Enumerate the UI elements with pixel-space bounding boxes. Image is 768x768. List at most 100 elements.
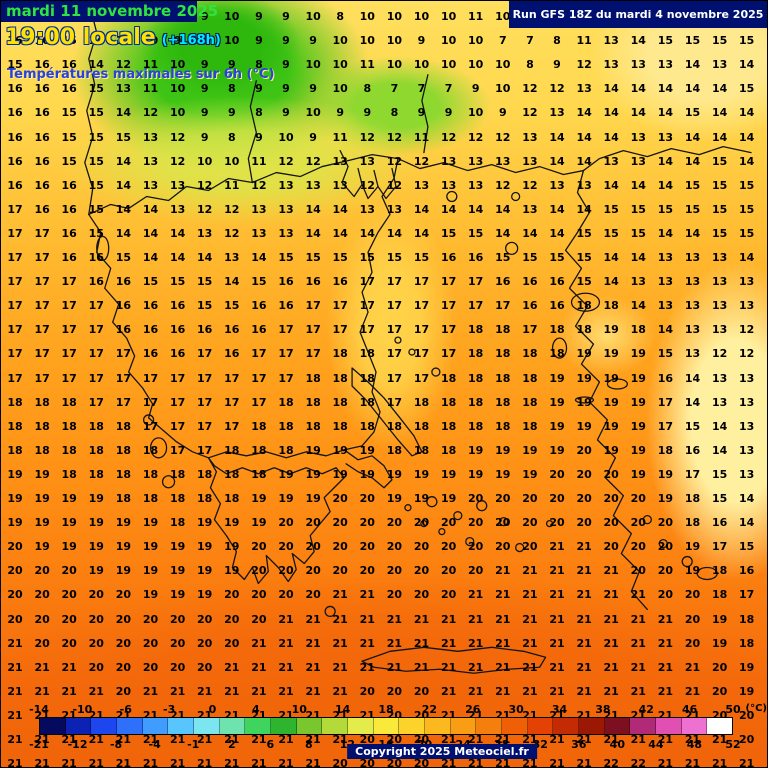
temp-value: 18 — [7, 443, 23, 457]
temp-value: 18 — [576, 323, 592, 337]
date-banner: mardi 11 novembre 2025 — [1, 1, 218, 22]
temp-value: 17 — [7, 202, 23, 216]
temp-value: 14 — [305, 226, 321, 240]
scale-segment — [373, 718, 400, 734]
temp-value: 20 — [142, 636, 159, 650]
temp-value: 10 — [413, 58, 430, 72]
temp-value: 17 — [224, 371, 240, 385]
temp-value: 17 — [440, 347, 457, 361]
temp-value: 13 — [549, 106, 565, 120]
temp-value: 13 — [711, 395, 728, 409]
temp-value: 7 — [444, 82, 453, 96]
temp-value: 13 — [684, 347, 701, 361]
temp-value: 14 — [549, 226, 565, 240]
temp-value: 21 — [34, 757, 50, 768]
temp-value: 18 — [251, 443, 267, 457]
euboea-island — [351, 367, 423, 457]
temp-value: 15 — [7, 58, 23, 72]
rhodes-island — [696, 566, 718, 581]
temp-value: 18 — [115, 492, 132, 505]
temp-value: 14 — [684, 395, 701, 409]
temp-value: 13 — [440, 178, 457, 192]
temp-value: 20 — [251, 564, 267, 578]
temp-value: 16 — [7, 178, 23, 192]
scale-tick-label: -21 — [29, 738, 49, 751]
temp-value: 14 — [88, 58, 104, 72]
scale-segment — [194, 718, 220, 734]
temp-value: 13 — [684, 251, 701, 264]
temp-value: 9 — [363, 106, 372, 120]
temp-value: 18 — [440, 395, 457, 409]
temp-value: 14 — [413, 226, 430, 240]
temp-value: 18 — [495, 419, 511, 433]
temp-value: 19 — [630, 371, 646, 385]
pale-yellow-aegean — [556, 296, 656, 376]
temp-value: 19 — [603, 395, 619, 409]
temp-value: 16 — [34, 202, 50, 216]
temp-value: 21 — [7, 757, 23, 768]
temp-value: 18 — [440, 419, 457, 433]
lesbos-island — [570, 292, 601, 312]
temp-value: 15 — [711, 202, 728, 216]
temp-value: 21 — [603, 588, 619, 602]
temp-value: 21 — [332, 733, 348, 746]
temp-value: 21 — [332, 660, 348, 674]
temp-value: 13 — [711, 251, 728, 264]
temp-value: 16 — [224, 323, 240, 337]
temp-value: 16 — [142, 299, 159, 313]
temp-value: 18 — [495, 371, 511, 385]
temp-value: 20 — [88, 612, 104, 626]
temp-value: 14 — [468, 202, 484, 216]
temp-value: 20 — [224, 612, 240, 626]
temp-value: 21 — [359, 588, 375, 602]
temp-value: 20 — [657, 540, 674, 554]
temp-value: 21 — [630, 588, 646, 602]
dodecanese-island — [642, 515, 652, 525]
temp-value: 17 — [142, 419, 159, 433]
temp-value: 17 — [61, 323, 77, 337]
temp-value: 18 — [61, 395, 77, 409]
marmara-coast — [582, 145, 752, 172]
temp-value: 21 — [197, 757, 213, 768]
ionian-coast — [88, 213, 210, 459]
temp-value: 20 — [359, 684, 375, 698]
scale-segment — [40, 718, 66, 734]
temp-value: 20 — [495, 516, 511, 530]
temp-value: 16 — [169, 347, 186, 361]
temp-value: 20 — [61, 564, 77, 578]
temp-value: 21 — [549, 733, 565, 746]
cyclades-island — [499, 517, 509, 527]
temp-value: 21 — [630, 636, 646, 650]
temp-value: 14 — [603, 251, 619, 264]
temp-value: 21 — [88, 684, 104, 698]
temp-value: 21 — [305, 660, 321, 674]
temp-value: 20 — [413, 564, 430, 578]
temp-value: 18 — [115, 467, 132, 481]
temp-value: 13 — [495, 154, 511, 168]
temp-value: 21 — [88, 757, 104, 768]
temp-value: 21 — [495, 684, 511, 698]
temp-value: 21 — [251, 684, 267, 698]
temp-value: 21 — [495, 757, 511, 768]
temp-value: 14 — [603, 106, 619, 120]
temp-value: 21 — [495, 612, 511, 626]
temp-value: 19 — [630, 467, 646, 481]
copyright-label: Copyright 2025 Meteociel.fr — [347, 744, 537, 759]
temp-value: 21 — [630, 684, 646, 698]
temp-value: 14 — [115, 106, 132, 120]
temp-value: 13 — [278, 202, 294, 216]
temp-value: 20 — [305, 588, 321, 602]
temp-value: 18 — [739, 636, 755, 650]
temp-value: 13 — [603, 34, 619, 48]
temp-value: 13 — [603, 58, 619, 72]
temp-value: 21 — [684, 757, 701, 768]
temp-value: 13 — [251, 226, 267, 240]
temp-value: 13 — [549, 178, 565, 192]
temp-value: 18 — [142, 443, 159, 457]
temp-value: 10 — [386, 58, 403, 72]
temp-value: 13 — [576, 178, 592, 192]
temp-value: 12 — [115, 58, 132, 72]
temp-value: 21 — [278, 636, 294, 650]
temp-value: 19 — [549, 395, 565, 409]
crete-island — [361, 646, 547, 674]
